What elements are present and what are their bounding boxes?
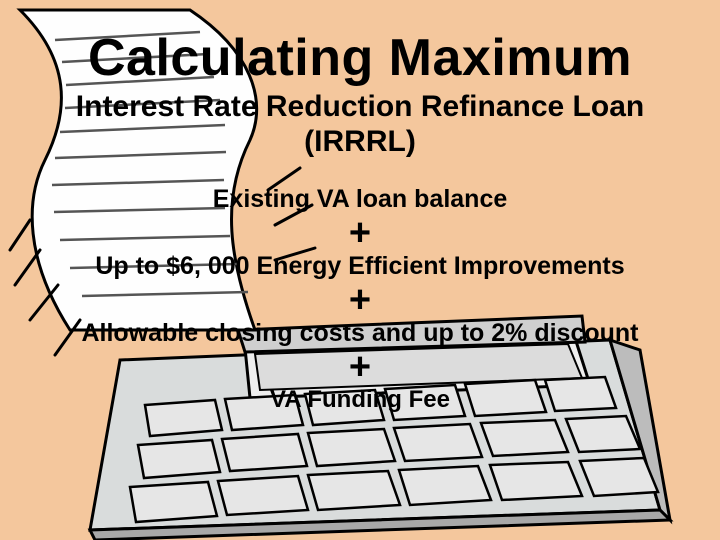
slide-subtitle: Interest Rate Reduction Refinance Loan (… (0, 90, 720, 159)
calc-item-3: Allowable closing costs and up to 2% dis… (0, 319, 720, 348)
plus-3: + (0, 348, 720, 386)
subtitle-line2: (IRRRL) (304, 125, 416, 158)
calc-item-2: Up to $6, 000 Energy Efficient Improveme… (0, 252, 720, 281)
subtitle-line1: Interest Rate Reduction Refinance Loan (76, 90, 644, 123)
slide-title: Calculating Maximum (0, 28, 720, 88)
slide-content: Calculating Maximum Interest Rate Reduct… (0, 0, 720, 414)
calc-item-1: Existing VA loan balance (0, 185, 720, 214)
calc-item-4: VA Funding Fee (0, 386, 720, 414)
plus-2: + (0, 281, 720, 319)
plus-1: + (0, 214, 720, 252)
